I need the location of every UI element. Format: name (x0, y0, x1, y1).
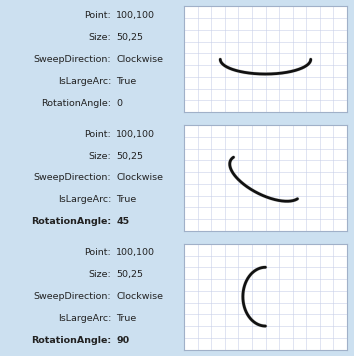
Text: 100,100: 100,100 (116, 248, 155, 257)
Text: 90: 90 (116, 336, 130, 345)
Text: SweepDirection:: SweepDirection: (34, 173, 111, 183)
Text: True: True (116, 77, 137, 86)
Text: 0: 0 (116, 99, 122, 108)
Text: Point:: Point: (84, 248, 111, 257)
Text: Size:: Size: (88, 270, 111, 279)
Text: Size:: Size: (88, 33, 111, 42)
Text: 45: 45 (116, 217, 130, 226)
Text: IsLargeArc:: IsLargeArc: (58, 77, 111, 86)
Text: 50,25: 50,25 (116, 152, 143, 161)
Text: Clockwise: Clockwise (116, 173, 163, 183)
Text: True: True (116, 195, 137, 204)
Text: 100,100: 100,100 (116, 130, 155, 139)
Text: RotationAngle:: RotationAngle: (31, 336, 111, 345)
Text: SweepDirection:: SweepDirection: (34, 292, 111, 301)
Text: Point:: Point: (84, 130, 111, 139)
Text: True: True (116, 314, 137, 323)
Text: IsLargeArc:: IsLargeArc: (58, 195, 111, 204)
Text: 50,25: 50,25 (116, 33, 143, 42)
Text: RotationAngle:: RotationAngle: (31, 217, 111, 226)
Text: SweepDirection:: SweepDirection: (34, 55, 111, 64)
Text: Clockwise: Clockwise (116, 55, 163, 64)
Text: Size:: Size: (88, 152, 111, 161)
Text: Clockwise: Clockwise (116, 292, 163, 301)
Text: IsLargeArc:: IsLargeArc: (58, 314, 111, 323)
Text: 100,100: 100,100 (116, 11, 155, 20)
Text: 50,25: 50,25 (116, 270, 143, 279)
Text: Point:: Point: (84, 11, 111, 20)
Text: RotationAngle:: RotationAngle: (41, 99, 111, 108)
